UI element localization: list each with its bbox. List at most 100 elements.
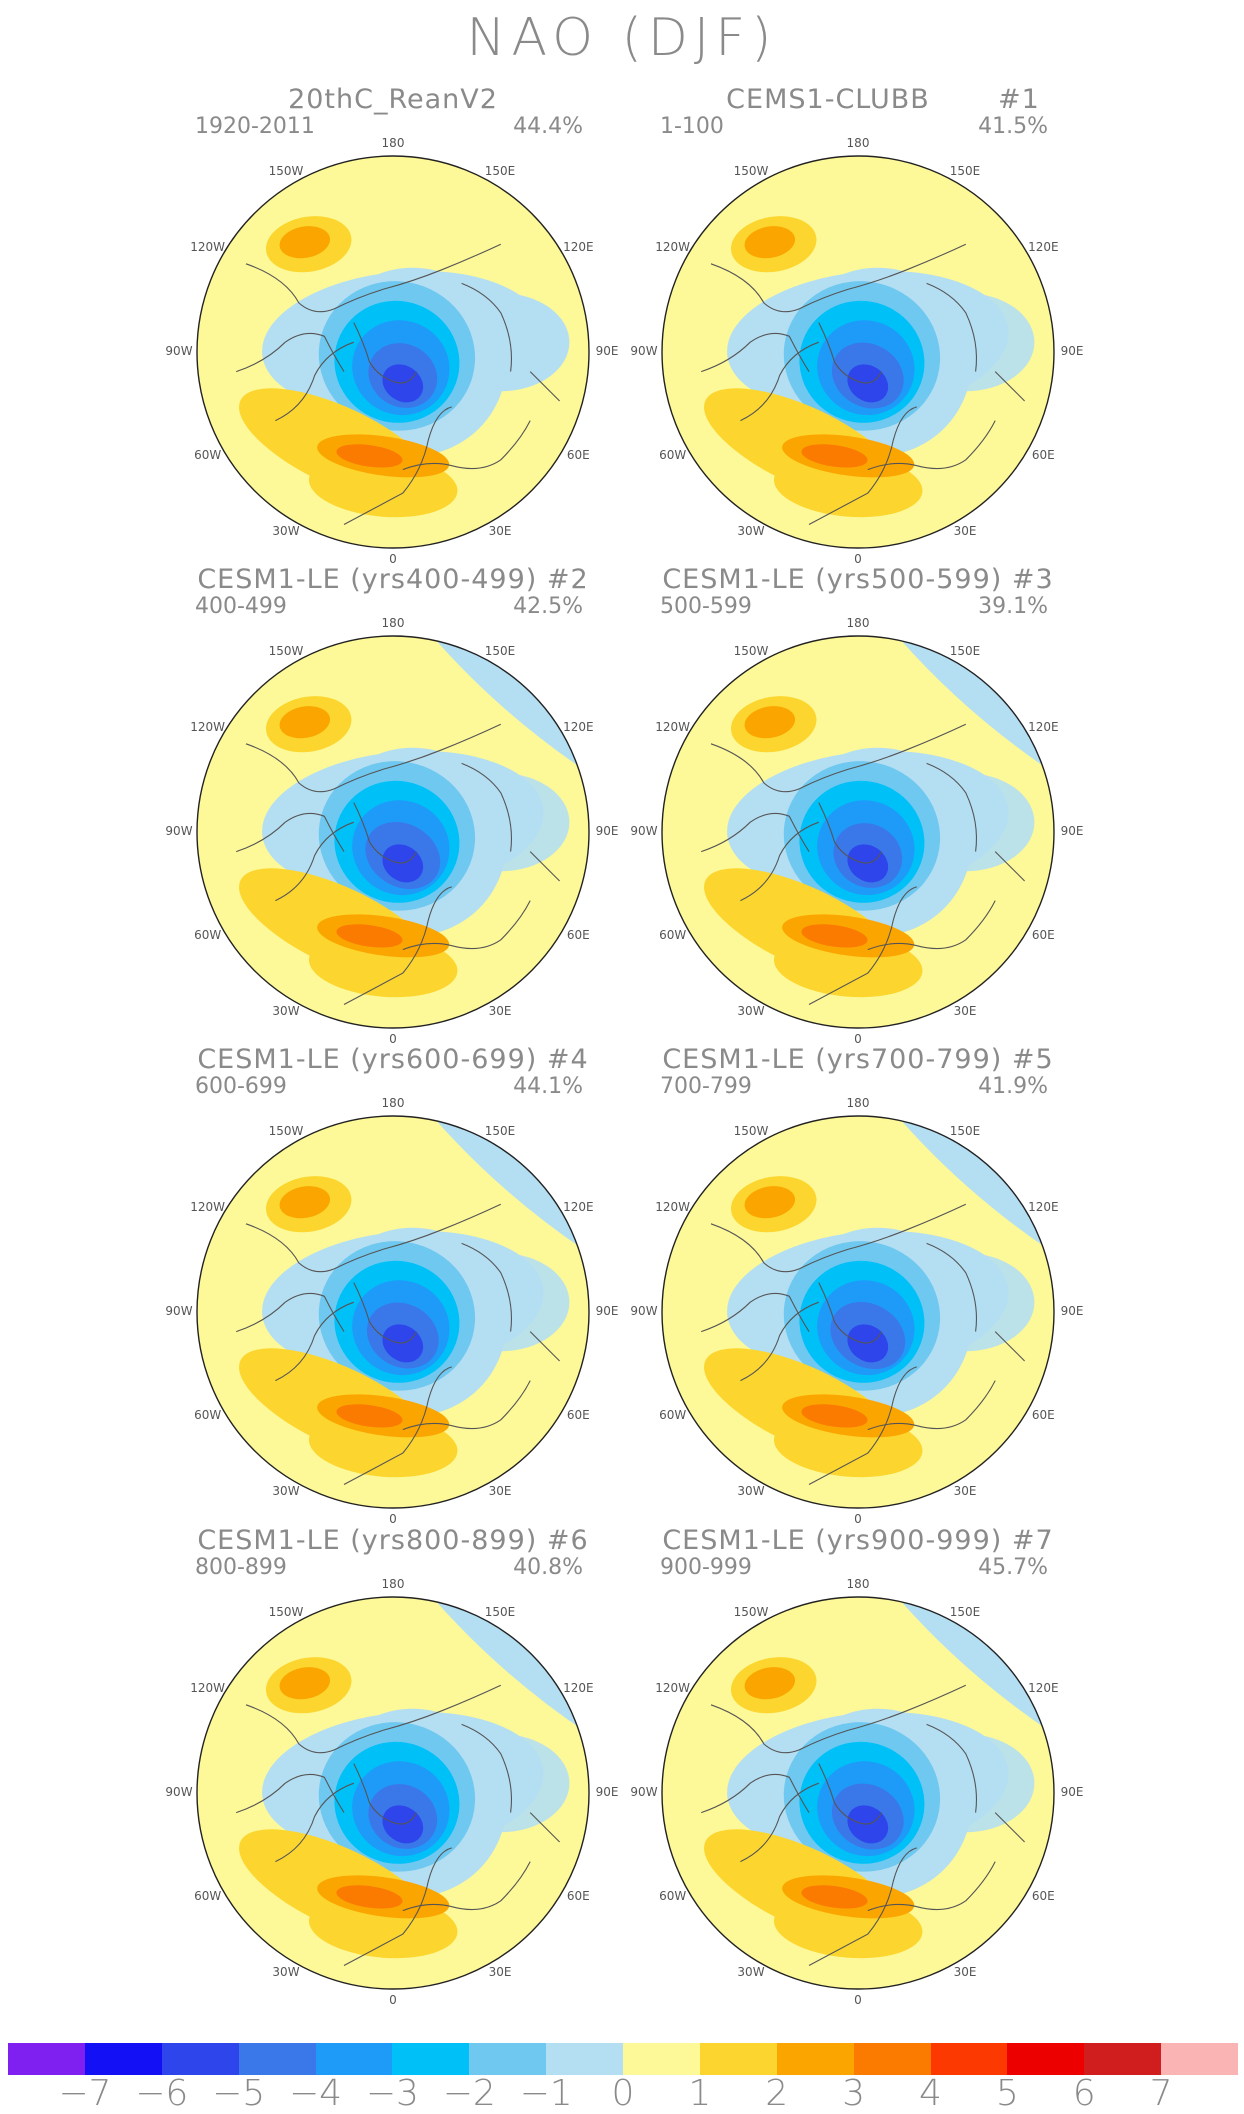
longitude-label: 30W	[272, 1004, 300, 1019]
longitude-label: 180	[846, 136, 870, 150]
longitude-label: 60W	[659, 448, 687, 462]
longitude-label: 30W	[737, 524, 765, 539]
longitude-label: 30W	[272, 524, 300, 539]
longitude-label: 120E	[1028, 1200, 1059, 1214]
longitude-label: 150E	[484, 1123, 516, 1138]
colorbar-swatch	[392, 2043, 470, 2075]
colorbar-tick-label: −3	[365, 2073, 419, 2114]
anomaly-field	[662, 1597, 1054, 1989]
longitude-label: 60E	[1031, 1408, 1055, 1422]
longitude-label: 60W	[194, 928, 222, 942]
longitude-label: 90E	[595, 824, 619, 838]
longitude-label: 150E	[484, 643, 516, 658]
longitude-label: 150W	[268, 1123, 304, 1138]
longitude-label: 90W	[165, 1785, 193, 1799]
longitude-label: 150W	[268, 163, 304, 178]
colorbar-swatch	[8, 2043, 85, 2075]
longitude-label: 60W	[659, 1408, 687, 1422]
longitude-label: 180	[381, 136, 405, 150]
variance-percent: 42.5%	[513, 594, 583, 619]
longitude-label: 0	[854, 552, 862, 566]
colorbar-swatch	[699, 2043, 777, 2075]
colorbar-tick-label: 5	[995, 2073, 1019, 2114]
variance-percent: 41.9%	[978, 1074, 1048, 1099]
longitude-label: 150W	[268, 643, 304, 658]
longitude-label: 60E	[1031, 1889, 1055, 1903]
colorbar-tick-label: 0	[611, 2073, 635, 2114]
figure-title: NAO (DJF)	[466, 8, 778, 68]
longitude-label: 180	[381, 616, 405, 630]
colorbar-tick-label: 6	[1072, 2073, 1096, 2114]
longitude-label: 90E	[1060, 1304, 1084, 1318]
period-label: 500-599	[660, 594, 752, 619]
longitude-label: 150W	[733, 163, 769, 178]
panel-title: CESM1-LE (yrs600-699) #4	[197, 1044, 589, 1075]
longitude-label: 60W	[659, 928, 687, 942]
longitude-label: 60W	[194, 448, 222, 462]
longitude-label: 60W	[194, 1889, 222, 1903]
longitude-label: 120W	[190, 240, 226, 254]
longitude-label: 120W	[655, 720, 691, 734]
colorbar-tick-label: 1	[688, 2073, 712, 2114]
longitude-label: 0	[389, 1032, 397, 1046]
longitude-label: 60E	[566, 448, 590, 462]
panel-title: CESM1-LE (yrs900-999) #7	[662, 1525, 1054, 1556]
colorbar-tick-label: 7	[1149, 2073, 1173, 2114]
longitude-label: 120E	[563, 1200, 594, 1214]
longitude-label: 120W	[190, 1200, 226, 1214]
longitude-label: 150E	[949, 1604, 981, 1619]
colorbar-swatch	[84, 2043, 162, 2075]
longitude-label: 180	[846, 616, 870, 630]
longitude-label: 60E	[566, 1889, 590, 1903]
colorbar-swatch	[853, 2043, 931, 2075]
longitude-label: 90W	[630, 1304, 658, 1318]
longitude-label: 150E	[484, 163, 516, 178]
longitude-label: 120E	[563, 720, 594, 734]
colorbar-tick-label: 4	[919, 2073, 942, 2114]
colorbar-tick-label: −1	[519, 2073, 573, 2114]
period-label: 700-799	[660, 1074, 752, 1099]
longitude-label: 60E	[566, 928, 590, 942]
longitude-label: 30E	[488, 524, 512, 539]
colorbar-swatch	[469, 2043, 547, 2075]
colorbar-tick-label: −5	[212, 2073, 266, 2114]
period-label: 900-999	[660, 1555, 752, 1580]
colorbar-swatch	[776, 2043, 854, 2075]
anomaly-field	[662, 1116, 1054, 1508]
colorbar-labels: −7 −6 −5 −4 −3 −2 −1 0 1 2 3 4 5 6 7	[0, 2073, 1244, 2114]
colorbar-swatch	[623, 2043, 700, 2075]
member-number: #1	[998, 84, 1040, 115]
colorbar-swatch	[238, 2043, 316, 2075]
longitude-label: 60W	[659, 1889, 687, 1903]
panel-title: 20thC_ReanV2	[288, 84, 498, 115]
longitude-label: 150E	[949, 163, 981, 178]
colorbar-tick-label: −2	[442, 2073, 496, 2114]
anomaly-field	[662, 636, 1054, 1028]
longitude-label: 90W	[165, 1304, 193, 1318]
longitude-label: 150E	[949, 1123, 981, 1138]
longitude-label: 180	[381, 1577, 405, 1591]
panel-title: CESM1-LE (yrs500-599) #3	[662, 564, 1054, 595]
variance-percent: 45.7%	[978, 1555, 1048, 1580]
variance-percent: 41.5%	[978, 114, 1048, 139]
longitude-label: 30E	[953, 524, 977, 539]
longitude-label: 30E	[953, 1004, 977, 1019]
panel-title: CESM1-LE (yrs400-499) #2	[197, 564, 589, 595]
anomaly-field	[197, 636, 589, 1028]
longitude-label: 90W	[165, 824, 193, 838]
longitude-label: 180	[381, 1096, 405, 1110]
longitude-label: 90W	[630, 344, 658, 358]
longitude-label: 30E	[953, 1965, 977, 1980]
longitude-label: 120E	[563, 1681, 594, 1695]
longitude-label: 120E	[1028, 240, 1059, 254]
longitude-label: 90W	[165, 344, 193, 358]
longitude-label: 30W	[737, 1965, 765, 1980]
longitude-label: 150E	[484, 1604, 516, 1619]
longitude-label: 180	[846, 1577, 870, 1591]
longitude-label: 30E	[488, 1004, 512, 1019]
period-label: 1920-2011	[195, 114, 315, 139]
longitude-label: 120W	[655, 1200, 691, 1214]
longitude-label: 30W	[272, 1484, 300, 1499]
colorbar-swatch	[930, 2043, 1008, 2075]
longitude-label: 0	[854, 1512, 862, 1526]
